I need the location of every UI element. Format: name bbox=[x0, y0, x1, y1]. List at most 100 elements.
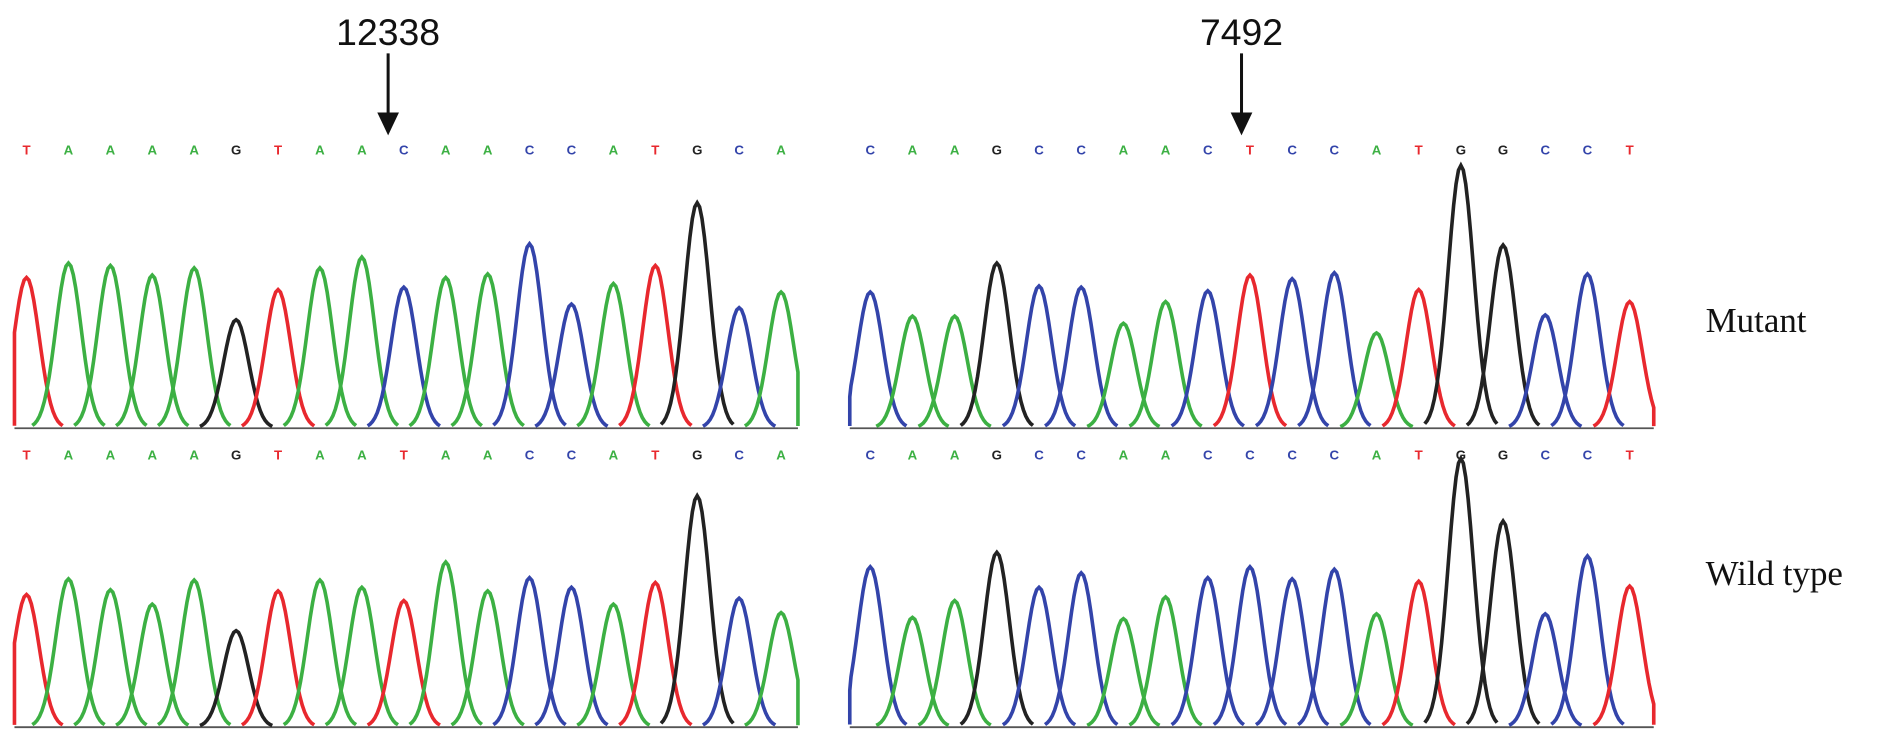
base-call: A bbox=[106, 143, 116, 158]
base-call: T bbox=[274, 448, 282, 463]
peak bbox=[1465, 241, 1541, 427]
peak bbox=[1001, 584, 1077, 727]
base-call: A bbox=[147, 448, 157, 463]
base-call: A bbox=[908, 143, 918, 158]
peak bbox=[1044, 284, 1119, 428]
peak bbox=[1381, 287, 1456, 428]
base-call: C bbox=[1583, 143, 1593, 158]
peak bbox=[744, 610, 800, 727]
peak bbox=[534, 584, 609, 727]
peak bbox=[1339, 330, 1414, 429]
base-call: A bbox=[1161, 143, 1171, 158]
base-call: C bbox=[1540, 143, 1550, 158]
peak bbox=[31, 576, 106, 727]
peak bbox=[1381, 578, 1456, 727]
base-call: G bbox=[692, 448, 702, 463]
peak bbox=[282, 265, 358, 428]
base-call: G bbox=[231, 143, 241, 158]
peak bbox=[534, 301, 609, 428]
peak bbox=[1423, 161, 1499, 425]
base-call: T bbox=[651, 448, 659, 463]
peak bbox=[1297, 269, 1372, 428]
peak bbox=[324, 254, 400, 427]
peak bbox=[618, 262, 693, 427]
base-call: A bbox=[1161, 448, 1171, 463]
base-call: A bbox=[950, 448, 960, 463]
base-call: A bbox=[64, 448, 74, 463]
base-call: C bbox=[525, 143, 535, 158]
base-call: A bbox=[315, 448, 325, 463]
base-call: A bbox=[1119, 448, 1129, 463]
position-label: 7492 bbox=[1200, 11, 1283, 53]
peak bbox=[659, 199, 735, 426]
base-call: C bbox=[1034, 448, 1044, 463]
base-call: C bbox=[1076, 448, 1086, 463]
base-call: C bbox=[1245, 448, 1255, 463]
base-call: T bbox=[651, 143, 659, 158]
base-call: G bbox=[1498, 143, 1508, 158]
base-call: T bbox=[22, 448, 30, 463]
base-call: A bbox=[609, 143, 619, 158]
base-call: A bbox=[776, 448, 786, 463]
base-call: A bbox=[189, 143, 199, 158]
base-call: A bbox=[441, 143, 451, 158]
peak bbox=[1254, 576, 1330, 727]
base-call: C bbox=[1287, 448, 1297, 463]
base-call: A bbox=[147, 143, 157, 158]
base-call: T bbox=[1415, 143, 1423, 158]
peak bbox=[1001, 283, 1077, 428]
base-call: A bbox=[483, 143, 493, 158]
base-call: C bbox=[1203, 143, 1213, 158]
peak bbox=[156, 265, 232, 428]
base-call: G bbox=[992, 448, 1002, 463]
row-label: Mutant bbox=[1706, 301, 1807, 340]
base-call: C bbox=[865, 448, 875, 463]
base-call: C bbox=[1540, 448, 1550, 463]
base-call: A bbox=[776, 143, 786, 158]
peak bbox=[1212, 564, 1288, 726]
peak bbox=[1508, 312, 1583, 428]
peak bbox=[1297, 566, 1372, 726]
base-call: C bbox=[734, 143, 744, 158]
base-call: C bbox=[567, 448, 577, 463]
row-label: Wild type bbox=[1706, 554, 1843, 593]
peak bbox=[743, 289, 800, 428]
peak bbox=[324, 584, 399, 727]
peak bbox=[1086, 616, 1161, 727]
peak bbox=[1212, 272, 1288, 428]
peak bbox=[492, 575, 567, 727]
base-call: T bbox=[22, 143, 30, 158]
base-call: T bbox=[1415, 448, 1423, 463]
peak bbox=[1592, 299, 1656, 428]
peak bbox=[199, 628, 274, 728]
base-call: C bbox=[399, 143, 409, 158]
arrow-head bbox=[1230, 112, 1253, 136]
arrow-head bbox=[377, 112, 399, 136]
peak bbox=[31, 260, 106, 427]
base-call: A bbox=[1372, 143, 1382, 158]
base-call: A bbox=[315, 143, 325, 158]
peak bbox=[1423, 454, 1499, 724]
base-call: C bbox=[1330, 143, 1340, 158]
position-label: 12338 bbox=[336, 11, 440, 53]
peak bbox=[959, 260, 1035, 427]
base-call: C bbox=[1583, 448, 1593, 463]
base-call: C bbox=[1203, 448, 1213, 463]
base-call: A bbox=[106, 448, 116, 463]
base-call: A bbox=[441, 448, 451, 463]
peak bbox=[875, 313, 950, 428]
base-call: A bbox=[609, 448, 619, 463]
peak bbox=[1592, 583, 1656, 727]
peak bbox=[240, 588, 316, 727]
base-call: C bbox=[1034, 143, 1044, 158]
base-call: G bbox=[692, 143, 702, 158]
base-call: G bbox=[231, 448, 241, 463]
peak bbox=[156, 577, 232, 727]
peak bbox=[917, 598, 992, 727]
base-call: A bbox=[1372, 448, 1382, 463]
base-call: G bbox=[992, 143, 1002, 158]
peak bbox=[847, 564, 908, 726]
peak bbox=[618, 579, 693, 727]
base-call: C bbox=[1287, 143, 1297, 158]
